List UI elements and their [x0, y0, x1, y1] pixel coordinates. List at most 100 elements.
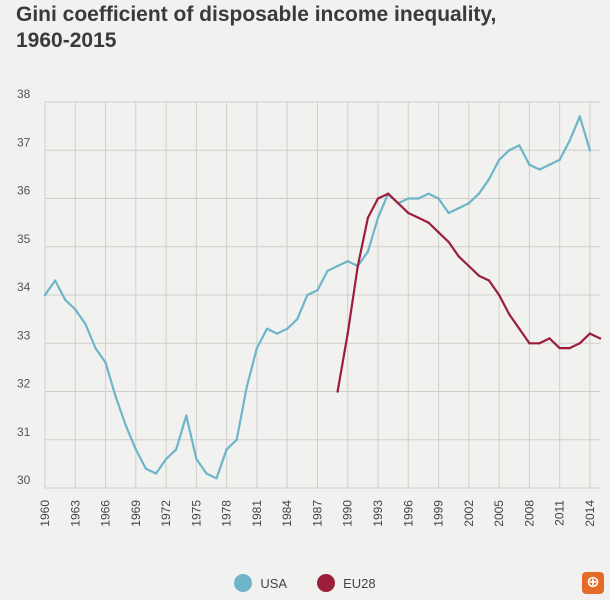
x-tick-label-2005: 2005	[492, 500, 506, 527]
data-point-usa-1986	[306, 293, 309, 297]
data-point-eu28-1990	[346, 332, 349, 335]
y-tick-label-38: 38	[17, 87, 31, 101]
y-tick-label-35: 35	[17, 232, 31, 246]
y-tick-label-37: 37	[17, 135, 31, 149]
data-point-eu28-2012	[568, 346, 571, 350]
x-tick-label-1987: 1987	[310, 500, 324, 527]
data-point-usa-2002	[467, 202, 471, 205]
data-point-eu28-2005	[497, 293, 501, 297]
data-point-eu28-1991	[356, 264, 360, 268]
data-point-eu28-1998	[427, 221, 430, 224]
x-tick-label-1978: 1978	[220, 500, 234, 527]
legend-item-eu28[interactable]: EU28	[317, 574, 376, 592]
data-point-usa-1983	[275, 332, 279, 335]
data-point-usa-1982	[265, 327, 269, 330]
data-point-eu28-2009	[538, 342, 541, 345]
data-point-eu28-2006	[507, 313, 511, 316]
data-point-eu28-2008	[528, 342, 531, 345]
data-point-usa-1960	[43, 293, 47, 297]
data-point-eu28-1992	[366, 216, 370, 219]
x-tick-label-1969: 1969	[129, 500, 143, 527]
data-point-usa-2009	[538, 168, 541, 171]
y-tick-label-31: 31	[17, 425, 31, 439]
data-point-usa-1974	[185, 414, 188, 417]
data-point-usa-1976	[205, 472, 208, 475]
data-point-usa-1971	[154, 472, 158, 475]
data-point-usa-2014	[588, 149, 592, 152]
data-point-usa-1990	[346, 260, 349, 263]
x-tick-label-1981: 1981	[250, 500, 264, 527]
data-point-usa-1980	[245, 385, 249, 388]
data-point-usa-1988	[326, 269, 329, 273]
data-point-usa-1979	[235, 438, 238, 441]
data-point-eu28-1994	[386, 192, 390, 195]
data-point-usa-1967	[114, 395, 117, 398]
x-tick-label-2002: 2002	[462, 500, 476, 527]
legend-swatch-usa	[234, 574, 253, 592]
data-point-eu28-2015	[598, 337, 602, 340]
data-point-usa-1966	[104, 361, 107, 364]
data-point-eu28-2007	[518, 327, 521, 330]
data-point-usa-2007	[518, 144, 521, 147]
data-point-eu28-2001	[457, 255, 460, 258]
legend-swatch-eu28	[317, 574, 336, 592]
data-point-usa-1964	[84, 322, 87, 326]
legend-item-usa[interactable]: USA	[234, 574, 287, 592]
data-point-usa-1989	[336, 264, 339, 268]
data-point-usa-1996	[407, 197, 410, 200]
data-point-usa-1961	[53, 279, 57, 282]
y-tick-label-34: 34	[17, 280, 31, 294]
data-point-usa-2001	[457, 206, 460, 210]
data-point-usa-1969	[134, 448, 138, 451]
x-tick-label-1963: 1963	[68, 500, 82, 527]
data-point-usa-1970	[144, 467, 148, 470]
title-line-1: Gini coefficient of disposable income in…	[16, 3, 497, 26]
data-point-usa-2005	[497, 158, 501, 162]
title-line-2: 1960-2015	[16, 29, 117, 52]
data-point-usa-1987	[316, 288, 319, 292]
x-tick-label-1999: 1999	[432, 500, 446, 527]
data-point-usa-1992	[366, 250, 370, 253]
data-point-usa-1997	[417, 197, 420, 200]
data-point-usa-2004	[487, 178, 491, 181]
gini-line-chart: 30 31 32 33 34 35 36 37 38 1960 1963 1966 1969 1972 19…	[17, 87, 602, 527]
y-tick-label-33: 33	[17, 328, 31, 342]
data-point-usa-2010	[548, 163, 551, 166]
data-point-usa-1998	[427, 192, 430, 195]
data-point-usa-1975	[195, 457, 198, 461]
data-point-usa-1978	[225, 448, 228, 451]
zoom-in-icon[interactable]: ⊕	[582, 572, 604, 594]
x-tick-label-1966: 1966	[99, 500, 113, 527]
x-tick-label-1960: 1960	[38, 500, 52, 527]
data-point-usa-1965	[94, 346, 97, 350]
data-point-eu28-2014	[588, 332, 592, 335]
data-point-usa-2006	[507, 149, 511, 152]
y-tick-label-32: 32	[17, 377, 31, 391]
data-point-eu28-1995	[396, 202, 400, 205]
legend-label-usa: USA	[260, 575, 288, 591]
data-point-eu28-2004	[487, 279, 491, 282]
x-tick-label-1990: 1990	[341, 500, 355, 527]
data-point-eu28-2000	[447, 240, 450, 244]
data-point-eu28-1989	[336, 390, 339, 393]
y-tick-label-36: 36	[17, 184, 31, 198]
data-point-usa-1962	[63, 298, 67, 302]
x-tick-label-1975: 1975	[189, 500, 203, 527]
data-point-usa-1963	[74, 308, 77, 311]
legend-label-eu28: EU28	[343, 575, 376, 591]
data-point-usa-1993	[376, 216, 380, 219]
x-tick-label-2014: 2014	[583, 500, 597, 527]
data-point-usa-2012	[568, 139, 571, 142]
x-tick-label-1972: 1972	[159, 500, 173, 527]
data-point-usa-2008	[528, 163, 531, 166]
data-point-usa-2011	[558, 158, 561, 162]
data-point-usa-1981	[255, 346, 259, 350]
data-point-usa-2013	[578, 115, 582, 118]
data-point-eu28-1993	[376, 197, 380, 200]
data-point-eu28-1996	[407, 211, 410, 215]
x-tick-label-1996: 1996	[401, 500, 415, 527]
data-point-eu28-1997	[417, 216, 420, 219]
data-point-usa-2000	[447, 211, 450, 215]
data-point-eu28-2010	[548, 337, 551, 340]
x-tick-label-1993: 1993	[371, 500, 385, 527]
